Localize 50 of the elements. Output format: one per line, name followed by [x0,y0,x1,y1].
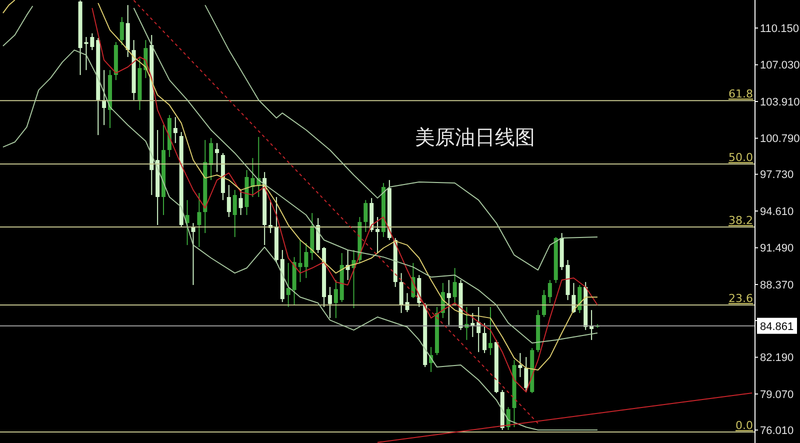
y-tick-label: 110.150 [760,22,799,35]
annotation: 38.2 [728,214,753,228]
candlestick [90,32,94,51]
y-tick-label: 79.070 [760,388,794,401]
candlestick [542,290,546,318]
y-tick-label: 76.010 [760,424,794,437]
candlestick [364,200,368,232]
annotation: 61.8 [728,88,753,101]
candlestick [215,142,220,173]
candlestick [452,268,457,306]
text: 美原油日线图 [415,124,535,151]
y-tick-label: 94.610 [760,206,794,218]
candlestick [232,189,237,238]
y-tick-label: 107.030 [760,60,800,72]
line-series [133,8,598,344]
candlestick [250,158,255,198]
candlestick [226,184,231,218]
y-tick-label: 97.730 [760,169,794,182]
ref-line-label: 84.861 [760,320,794,333]
candlestick [548,280,552,304]
candlestick [376,216,380,254]
line-series [2,6,34,47]
candlestick [578,284,582,314]
candlestick [518,352,522,378]
candlestick [173,116,178,144]
y-tick-label: 91.490 [760,242,794,255]
candlestick [446,280,451,326]
annotation: 23.6 [728,292,753,305]
annotation: 0.0 [736,419,753,432]
candlestick [488,306,492,356]
candlestick [209,138,214,181]
annotation: 50.0 [728,151,753,164]
candlestick [328,286,332,319]
candlestick [238,189,243,216]
candlestick [482,322,487,354]
candlestick [399,272,404,314]
y-tick-label: 88.370 [760,279,794,292]
line-series [2,50,598,431]
candlestick [191,222,196,286]
candlestick [524,356,528,393]
candlestick [120,16,124,46]
y-tick-label: 103.910 [760,96,800,108]
candlestick [185,200,190,246]
y-tick-label: 100.790 [760,133,800,146]
candlestick [197,192,202,248]
line-series [204,4,598,271]
candlestick [304,242,308,279]
y-tick-label: 82.190 [760,352,794,364]
candlestick [334,280,338,319]
candlestick [286,262,290,308]
